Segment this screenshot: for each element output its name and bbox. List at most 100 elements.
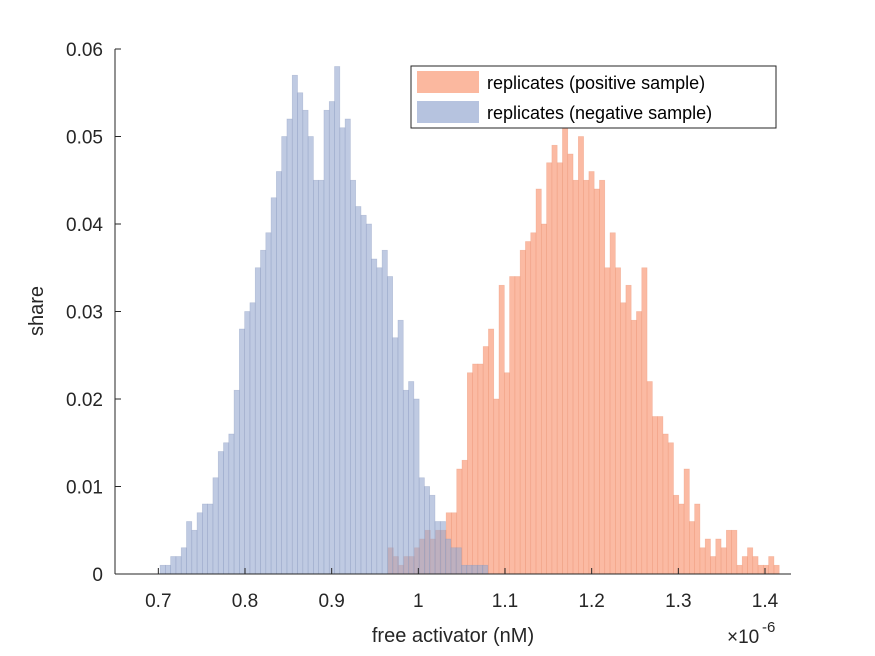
histogram-bar-series-1-bin-39: [365, 223, 372, 575]
histogram-bar-series-0-bin-18: [482, 346, 489, 575]
histogram-bar-series-1-bin-57: [461, 564, 468, 575]
histogram-bar-series-0-bin-73: [773, 564, 780, 575]
histogram-bar-series-1-bin-43: [387, 276, 393, 575]
histogram-bar-series-1-bin-13: [228, 433, 235, 575]
legend: replicates (positive sample) replicates …: [410, 65, 777, 129]
x-tick-label: 1.4: [752, 591, 779, 612]
histogram-bar-series-0-bin-21: [498, 284, 505, 575]
histogram-bar-series-0-bin-35: [572, 179, 579, 575]
histogram-bar-series-0-bin-14: [461, 459, 468, 575]
histogram-bar-series-0-bin-68: [747, 547, 754, 575]
y-tick-label: 0.02: [66, 390, 103, 411]
histogram-bar-series-1-bin-9: [207, 503, 214, 575]
histogram-bar-series-1-bin-6: [191, 529, 198, 575]
histogram-bar-series-0-bin-31: [551, 144, 558, 575]
histogram-bar-series-1-bin-32: [328, 101, 335, 575]
y-axis-label: share: [26, 286, 48, 336]
histogram-bar-series-1-bin-51: [429, 494, 436, 575]
histogram-bar-series-0-bin-16: [472, 363, 479, 575]
histogram-bar-series-0-bin-63: [720, 547, 727, 575]
histogram-bar-series-1-bin-17: [249, 302, 256, 575]
histogram-bar-series-1-bin-22: [276, 171, 282, 575]
histogram-bar-series-0-bin-20: [493, 398, 500, 575]
x-tick-label: 0.7: [145, 591, 171, 612]
histogram-bar-series-1-bin-8: [202, 503, 208, 575]
histogram-bar-series-0-bin-53: [667, 442, 674, 575]
histogram-bar-series-1-bin-49: [418, 477, 425, 575]
histogram-bar-series-0-bin-44: [620, 302, 627, 575]
histogram-bar-series-0-bin-28: [535, 188, 542, 575]
histogram-bar-series-1-bin-20: [265, 232, 272, 575]
histogram-bar-series-1-bin-3: [175, 556, 182, 575]
histogram-bar-series-0-bin-36: [578, 136, 584, 575]
histogram-bar-series-1-bin-54: [445, 538, 452, 575]
histogram-bar-series-1-bin-18: [254, 267, 261, 575]
histogram-bar-series-1-bin-58: [466, 564, 473, 575]
histogram-bar-series-1-bin-41: [376, 267, 383, 575]
histogram-bar-series-1-bin-0: [159, 564, 166, 575]
histogram-bar-series-1-bin-40: [371, 258, 378, 575]
x-tick-label: 1: [413, 591, 424, 612]
histogram-bar-series-0-bin-64: [726, 529, 732, 575]
histogram-bar-series-0-bin-45: [625, 284, 632, 575]
y-tick-label: 0.03: [66, 303, 103, 324]
histogram-bar-series-0-bin-60: [704, 538, 711, 575]
histogram-bar-series-1-bin-12: [223, 442, 230, 575]
histogram-bar-series-0-bin-39: [593, 188, 600, 575]
histogram-bar-series-0-bin-24: [514, 276, 521, 575]
histogram-bar-series-0-bin-41: [604, 267, 611, 575]
histogram-bar-series-1-bin-29: [313, 179, 319, 575]
histogram-bar-series-0-bin-65: [731, 529, 738, 575]
histogram-bar-series-0-bin-66: [736, 564, 743, 575]
histogram-bar-series-0-bin-50: [652, 416, 658, 575]
histogram-bar-series-1-bin-59: [471, 564, 478, 575]
histogram-bar-series-1-bin-44: [392, 337, 399, 575]
histogram-bar-series-1-bin-27: [302, 109, 309, 575]
histogram-bar-series-0-bin-33: [562, 127, 569, 575]
histogram-bar-series-1-bin-4: [180, 547, 187, 575]
histogram-bar-series-1-bin-21: [270, 197, 277, 575]
x-axis-exponent-base: ×10: [727, 627, 759, 648]
histogram-bar-series-0-bin-26: [525, 241, 532, 575]
histogram-bar-series-1-bin-31: [323, 109, 330, 575]
histogram-bar-series-1-bin-28: [307, 136, 314, 575]
histogram-bar-series-0-bin-49: [646, 381, 653, 575]
histogram-bar-series-1-bin-56: [455, 547, 462, 575]
histogram-bar-series-0-bin-23: [509, 276, 516, 575]
histogram-bar-series-1-bin-35: [344, 118, 351, 575]
histogram-bar-series-0-bin-40: [599, 179, 606, 575]
histogram-bar-series-0-bin-54: [673, 494, 680, 575]
histogram-bar-series-1-bin-60: [476, 564, 483, 575]
histogram-bar-series-0-bin-57: [689, 521, 695, 575]
histogram-bar-series-0-bin-43: [615, 267, 621, 575]
legend-label-negative: replicates (negative sample): [487, 103, 712, 123]
histogram-bar-series-1-bin-45: [397, 319, 404, 575]
histogram-bar-series-0-bin-30: [546, 162, 553, 575]
histogram-bar-series-0-bin-32: [556, 162, 563, 575]
histogram-bar-series-0-bin-25: [519, 249, 526, 575]
histogram-bar-series-1-bin-23: [281, 136, 288, 575]
x-tick-label: 0.8: [232, 591, 258, 612]
x-tick-label: 1.2: [578, 591, 604, 612]
histogram-bar-series-0-bin-55: [678, 503, 685, 575]
histogram-bar-series-1-bin-48: [413, 398, 420, 575]
histogram-bar-series-0-bin-38: [588, 171, 595, 575]
histogram-bar-series-0-bin-51: [657, 416, 664, 575]
x-tick-label: 1.3: [665, 591, 691, 612]
x-axis-exponent: ×10 -6: [727, 619, 775, 648]
legend-swatch-negative: [417, 101, 479, 123]
histogram-bar-series-1-bin-14: [233, 389, 240, 575]
histogram-bar-series-1-bin-30: [318, 179, 325, 575]
x-tick-label: 1.1: [492, 591, 518, 612]
histogram-bar-series-0-bin-61: [710, 556, 717, 575]
histogram-bar-series-0-bin-46: [630, 319, 637, 575]
x-axis-exponent-power: -6: [762, 619, 775, 636]
histogram-bar-series-1-bin-2: [170, 556, 177, 575]
histogram-bar-series-0-bin-19: [488, 328, 495, 575]
histogram-bar-series-1-bin-38: [360, 214, 367, 575]
histogram-bar-series-1-bin-26: [297, 92, 304, 575]
histogram-bar-series-0-bin-37: [583, 179, 590, 575]
histogram-bar-series-0-bin-17: [477, 363, 484, 575]
histogram-bar-series-1-bin-25: [291, 74, 298, 575]
